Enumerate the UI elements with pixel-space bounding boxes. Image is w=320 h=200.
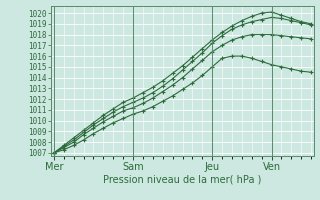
X-axis label: Pression niveau de la mer( hPa ): Pression niveau de la mer( hPa ) [103,174,262,184]
